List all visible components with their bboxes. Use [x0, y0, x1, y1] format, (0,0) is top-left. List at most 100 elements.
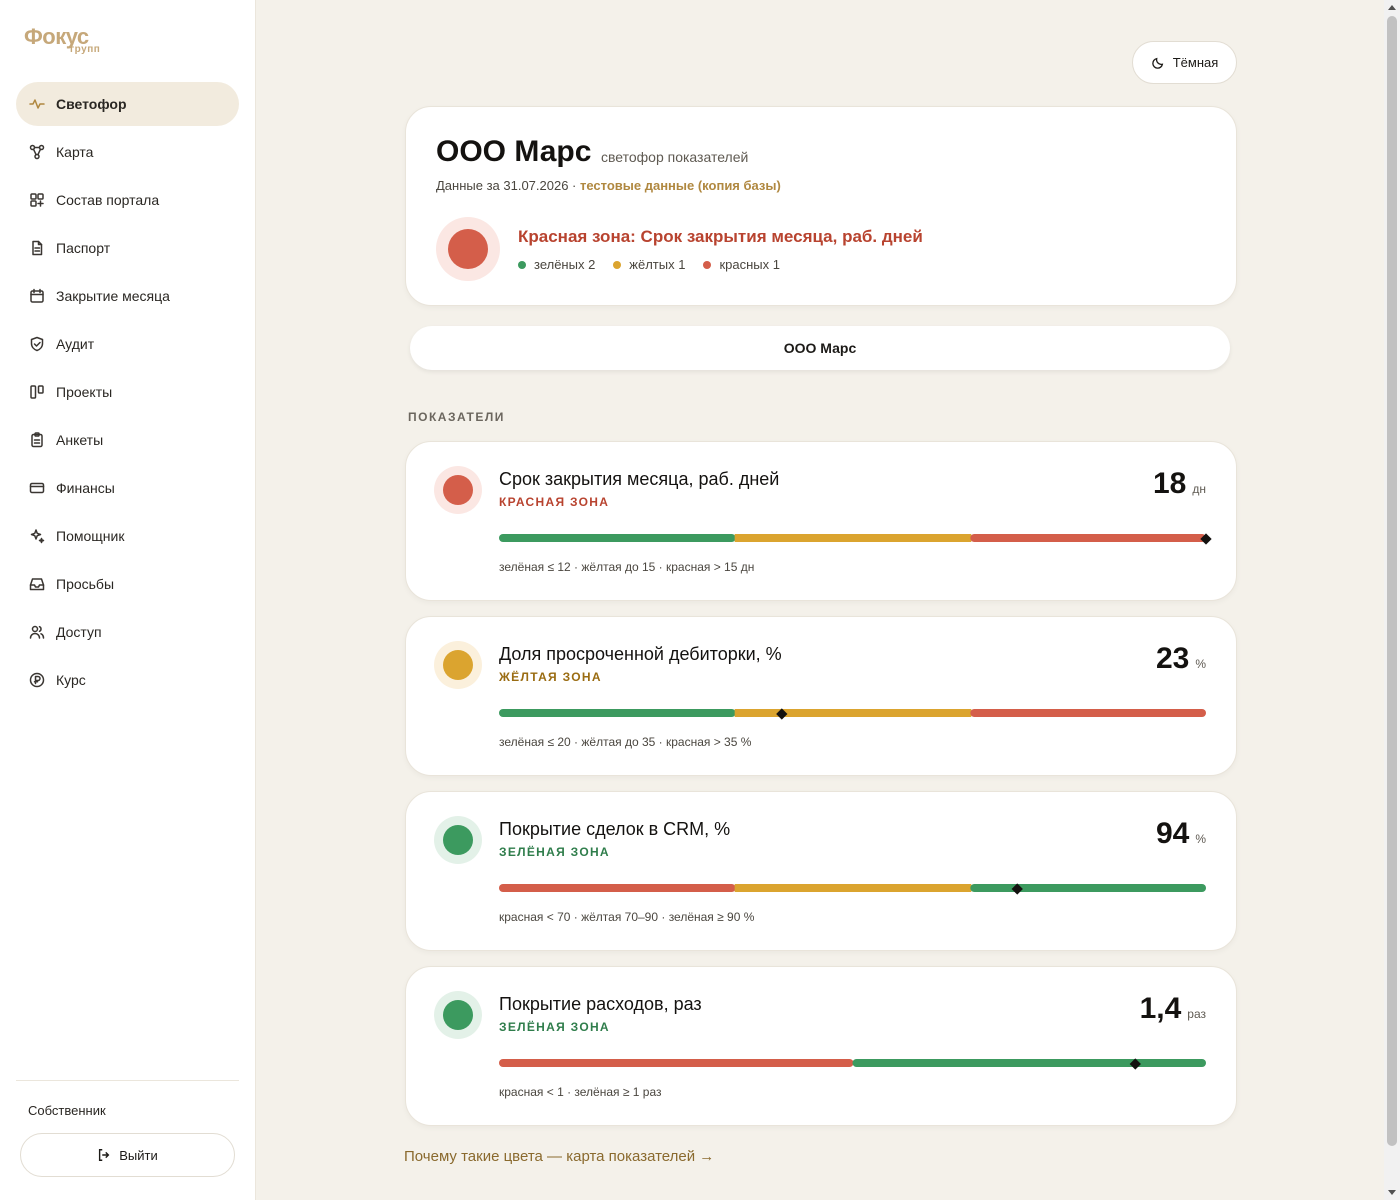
sidebar-item-4[interactable]: Закрытие месяца	[16, 274, 239, 318]
sidebar-item-label: Паспорт	[56, 240, 111, 256]
sidebar-nav: Светофор Карта Состав портала Паспорт Закрыт…	[16, 82, 239, 706]
status-dot	[443, 825, 473, 855]
sidebar-item-10[interactable]: Просьбы	[16, 562, 239, 606]
indicator-card[interactable]: Доля просроченной дебиторки, % ЖЁЛТАЯ ЗОН…	[405, 616, 1237, 776]
indicator-name: Срок закрытия месяца, раб. дней	[499, 469, 780, 489]
sidebar-item-label: Финансы	[56, 480, 115, 496]
status-indicator	[434, 641, 482, 689]
zone-thresholds: зелёная ≤ 20 · жёлтая до 35 · красная > …	[499, 735, 752, 749]
data-date-text: Данные за 31.07.2026 ·	[436, 178, 580, 193]
sidebar-item-label: Светофор	[56, 96, 127, 112]
sidebar-item-label: Закрытие месяца	[56, 288, 170, 304]
value-marker	[1129, 1058, 1141, 1070]
sidebar-item-6[interactable]: Проекты	[16, 370, 239, 414]
page-subtitle: светофор показателей	[601, 149, 749, 165]
indicator-value-unit: дн	[1192, 482, 1206, 496]
section-label: ПОКАЗАТЕЛИ	[408, 410, 505, 424]
indicator-value: 94%	[1156, 817, 1206, 851]
sidebar-item-7[interactable]: Анкеты	[16, 418, 239, 462]
color-explanation-link[interactable]: Почему такие цвета — карта показателей →	[404, 1148, 715, 1165]
zone-segment	[970, 709, 1206, 717]
overall-zone-title: Красная зона: Срок закрытия месяца, раб.…	[518, 227, 923, 246]
pulse-icon	[28, 95, 46, 113]
zone-count-dot	[518, 260, 526, 269]
zone-segment	[734, 709, 972, 717]
indicator-value: 23%	[1156, 642, 1206, 676]
sidebar-item-8[interactable]: Финансы	[16, 466, 239, 510]
indicator-value-unit: %	[1195, 657, 1206, 671]
scrollbar[interactable]	[1384, 0, 1400, 1200]
shield-check-icon	[28, 335, 46, 353]
sidebar-item-5[interactable]: Аудит	[16, 322, 239, 366]
graph-nodes-icon	[28, 143, 46, 161]
scroll-thumb[interactable]	[1387, 16, 1397, 1146]
zone-segment	[499, 709, 736, 717]
zone-segment	[499, 534, 736, 542]
sparkles-icon	[28, 527, 46, 545]
inbox-icon	[28, 575, 46, 593]
indicator-value-unit: раз	[1187, 1007, 1206, 1021]
kanban-icon	[28, 383, 46, 401]
zone-count-label: жёлтых 1	[629, 257, 686, 272]
company-selector-button[interactable]: ООО Марс	[410, 326, 1230, 370]
user-role: Собственник	[28, 1103, 106, 1118]
indicator-value: 1,4 раз	[1140, 992, 1206, 1026]
sidebar-item-2[interactable]: Состав портала	[16, 178, 239, 222]
zone-thresholds: красная < 70 · жёлтая 70–90 · зелёная ≥ …	[499, 910, 755, 924]
zone-count: жёлтых 1	[613, 257, 685, 272]
logout-label: Выйти	[119, 1147, 158, 1163]
clipboard-icon	[28, 431, 46, 449]
currency-icon	[28, 671, 46, 689]
sidebar-item-9[interactable]: Помощник	[16, 514, 239, 558]
status-indicator	[434, 466, 482, 514]
status-dot	[443, 475, 473, 505]
zone-segment	[499, 884, 736, 892]
sidebar-footer: Собственник Выйти	[16, 1080, 239, 1177]
indicator-card[interactable]: Покрытие сделок в CRM, % ЗЕЛЁНАЯ ЗОНА 94% к…	[405, 791, 1237, 951]
sidebar-item-label: Проекты	[56, 384, 113, 400]
indicator-value-number: 94	[1155, 817, 1190, 850]
theme-toggle-label: Тёмная	[1172, 55, 1219, 70]
indicator-zone: КРАСНАЯ ЗОНА	[499, 495, 610, 509]
sidebar-item-11[interactable]: Доступ	[16, 610, 239, 654]
zone-scale-bar	[499, 705, 1206, 720]
company-logo[interactable]: Фокус групп	[24, 24, 104, 58]
document-icon	[28, 239, 46, 257]
scroll-up-arrow[interactable]	[1388, 5, 1396, 10]
sidebar-item-3[interactable]: Паспорт	[16, 226, 239, 270]
scroll-down-arrow[interactable]	[1388, 1190, 1396, 1195]
sidebar-item-label: Доступ	[56, 624, 102, 640]
zone-segment	[852, 1059, 1206, 1067]
zone-count: зелёных 2	[518, 257, 595, 272]
indicator-card[interactable]: Покрытие расходов, раз ЗЕЛЁНАЯ ЗОНА 1,4 раз…	[405, 966, 1237, 1126]
sidebar-item-label: Аудит	[56, 336, 95, 352]
zone-segment	[734, 534, 972, 542]
zone-segment	[499, 1059, 854, 1067]
sidebar-item-1[interactable]: Карта	[16, 130, 239, 174]
sidebar-item-label: Карта	[56, 144, 94, 160]
indicator-card[interactable]: Срок закрытия месяца, раб. дней КРАСНАЯ З…	[405, 441, 1237, 601]
indicator-zone: ЖЁЛТАЯ ЗОНА	[499, 670, 602, 684]
indicator-value-number: 18	[1152, 467, 1187, 500]
users-icon	[28, 623, 46, 641]
logo-text: Фокус	[24, 24, 89, 49]
sidebar-item-label: Анкеты	[56, 432, 104, 448]
logout-button[interactable]: Выйти	[20, 1133, 235, 1177]
logo-subtext: групп	[70, 44, 101, 55]
sidebar-item-0[interactable]: Светофор	[16, 82, 239, 126]
sidebar-item-label: Просьбы	[56, 576, 115, 592]
sidebar-item-12[interactable]: Курс	[16, 658, 239, 702]
zone-count-dot	[613, 260, 622, 269]
sidebar-item-label: Курс	[56, 672, 86, 688]
indicator-name: Покрытие сделок в CRM, %	[499, 819, 731, 839]
zone-thresholds: красная < 1 · зелёная ≥ 1 раз	[499, 1085, 662, 1099]
status-indicator	[434, 991, 482, 1039]
overall-status-indicator	[436, 217, 500, 281]
red-status-dot	[448, 229, 488, 269]
indicator-value-number: 23	[1155, 642, 1190, 675]
zone-segment	[970, 534, 1206, 542]
zone-scale-bar	[499, 530, 1212, 545]
sidebar: Фокус групп Светофор Карта Состав портала П…	[0, 0, 256, 1200]
indicator-value-unit: %	[1195, 832, 1206, 846]
theme-toggle-button[interactable]: Тёмная	[1132, 41, 1237, 84]
